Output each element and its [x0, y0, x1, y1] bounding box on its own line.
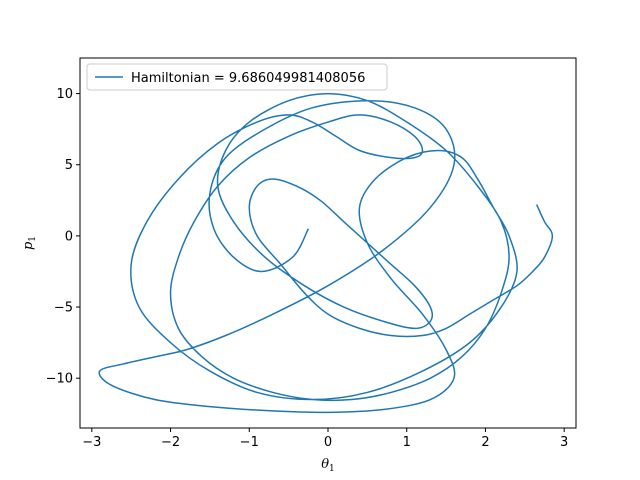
x-tick-label: −2: [161, 435, 180, 450]
x-tick-label: −1: [240, 435, 259, 450]
x-tick-label: 0: [324, 435, 332, 450]
legend: Hamiltonian = 9.686049981408056: [86, 63, 388, 91]
x-tick-label: 1: [403, 435, 411, 450]
axes-frame: [79, 57, 577, 429]
y-axis-label: p1: [21, 236, 38, 250]
y-tick-label: −10: [46, 372, 73, 387]
y-axis-ticks: −10 −5 0 5 10: [46, 87, 80, 387]
y-tick-label: −5: [54, 301, 73, 316]
x-axis-label-subscript: 1: [329, 464, 335, 474]
y-tick-label: 10: [56, 87, 73, 102]
y-tick-label: 5: [65, 158, 73, 173]
y-axis-label-main: p: [21, 241, 36, 250]
x-axis-ticks: −3 −2 −1 0 1 2 3: [82, 428, 568, 450]
x-tick-label: −3: [82, 435, 101, 450]
x-axis-label-main: θ: [321, 457, 329, 472]
y-tick-label: 0: [65, 229, 73, 244]
plot-area: [98, 92, 554, 414]
y-axis-label-subscript: 1: [28, 236, 38, 242]
series-line: [98, 92, 554, 414]
legend-label: Hamiltonian = 9.686049981408056: [131, 71, 365, 86]
x-axis-label: θ1: [321, 457, 335, 474]
legend-box: [86, 63, 388, 91]
x-tick-label: 3: [560, 435, 568, 450]
x-tick-label: 2: [481, 435, 489, 450]
